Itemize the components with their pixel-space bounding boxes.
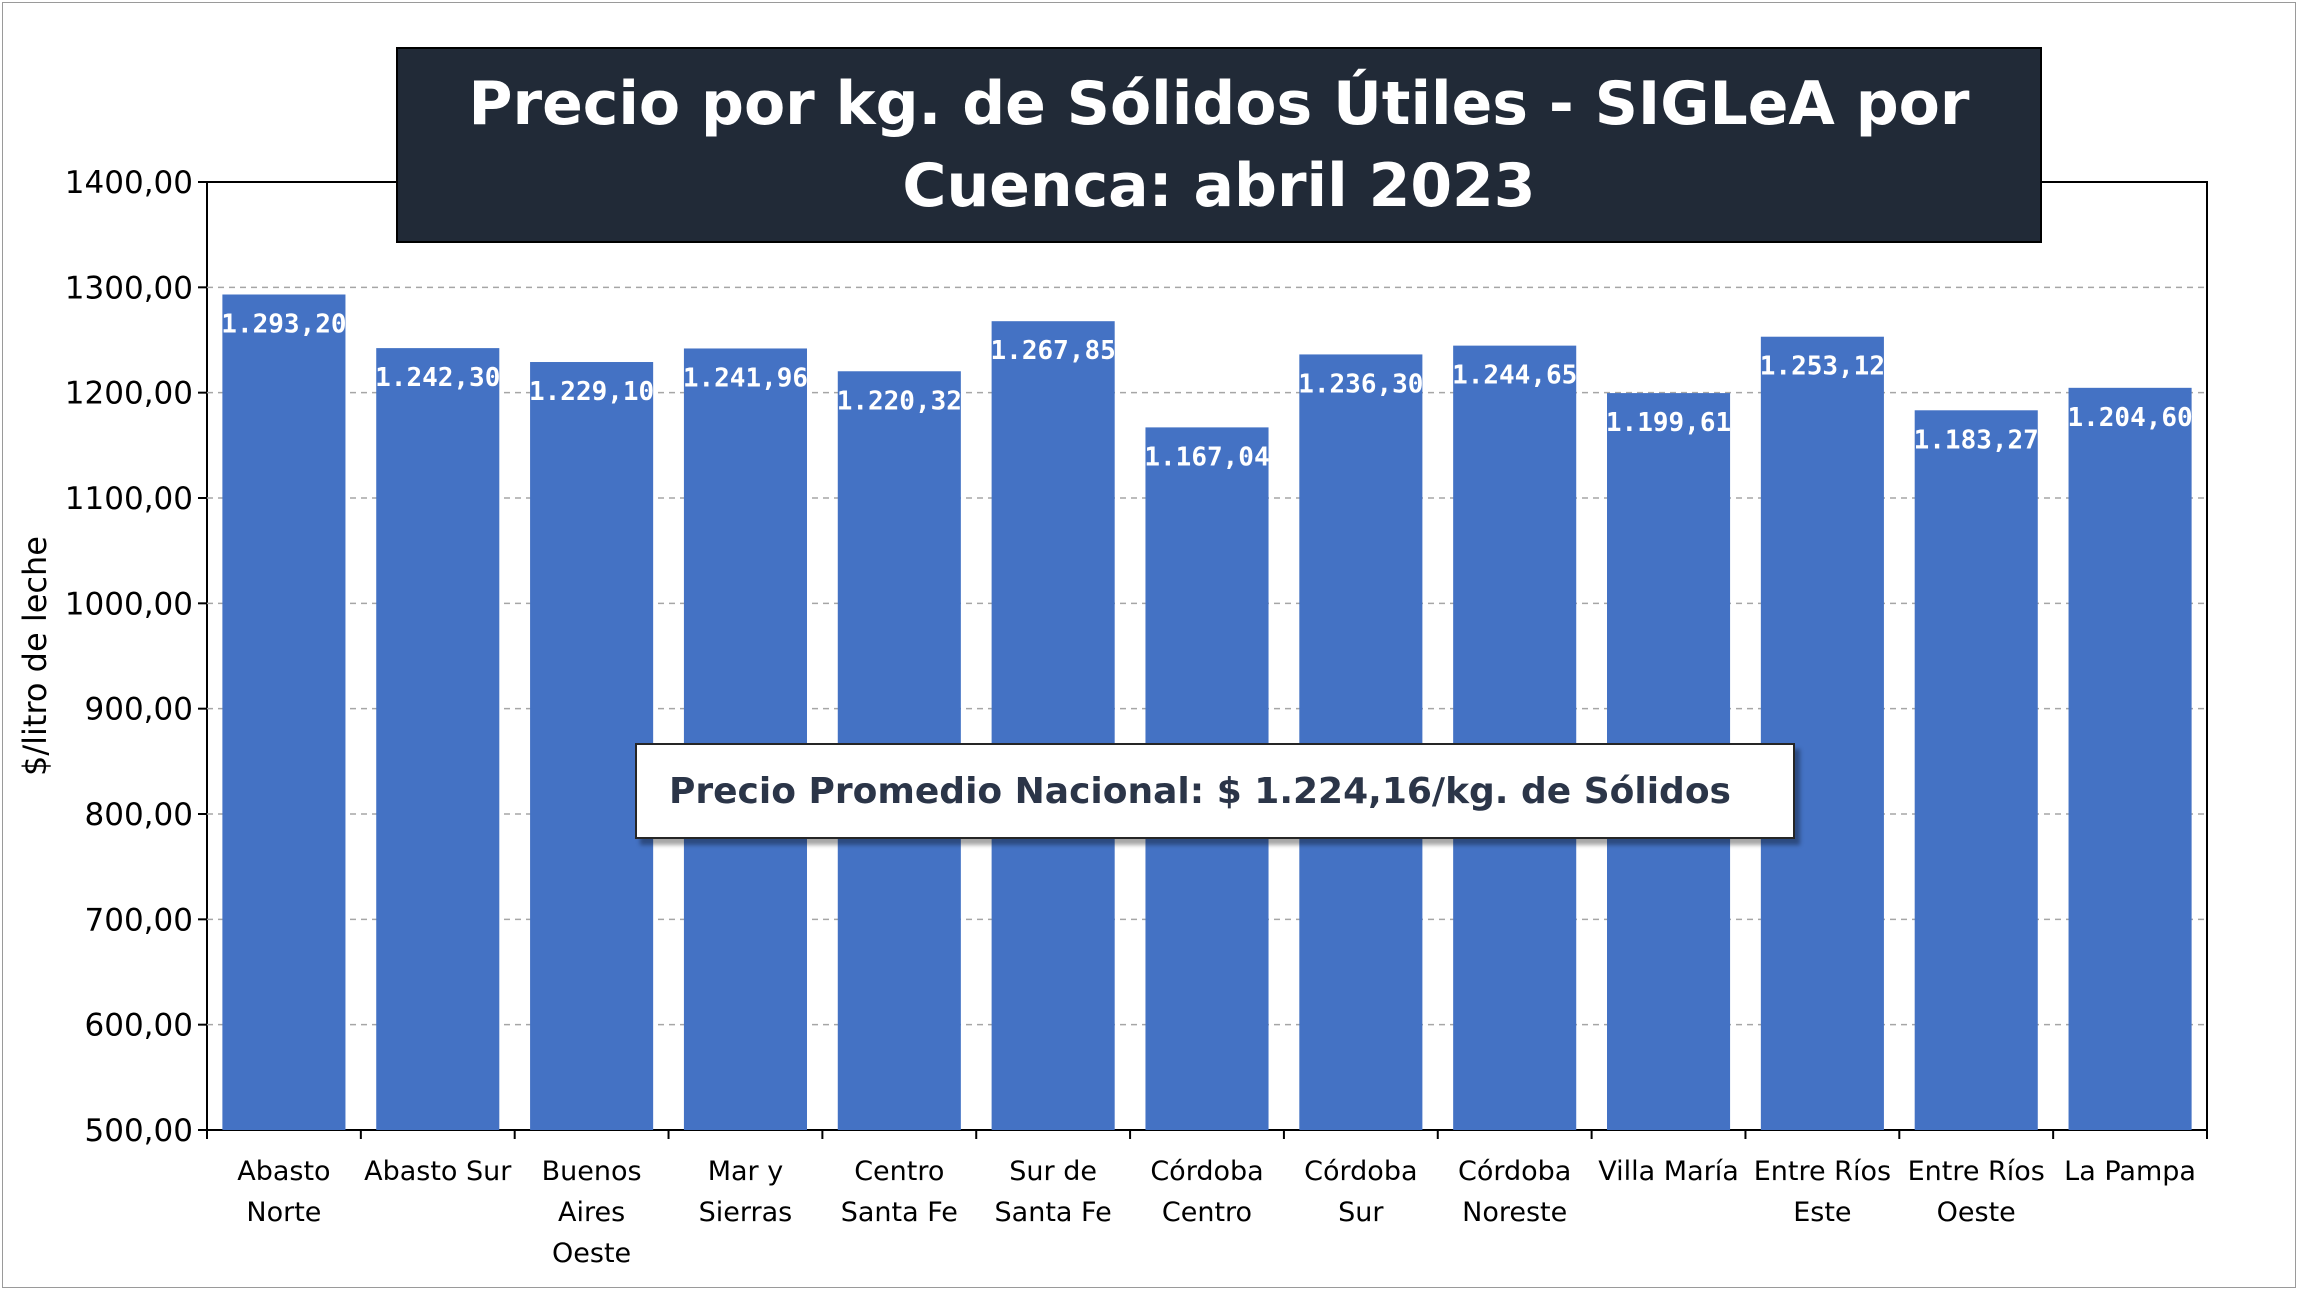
data-label: 1.242,30 — [375, 363, 500, 393]
category-label: Oeste — [552, 1238, 631, 1269]
bar — [683, 348, 807, 1130]
data-label: 1.199,61 — [1606, 408, 1731, 438]
category-label: Norte — [246, 1197, 321, 1228]
category-label: Sur de — [1009, 1156, 1097, 1187]
category-label: Aires — [558, 1197, 625, 1228]
category-label: Este — [1793, 1197, 1851, 1228]
category-label: Entre Ríos — [1754, 1156, 1891, 1187]
y-axis-ticks: 500,00 600,00 700,00 800,00 900,00 1000,00 110… — [65, 165, 207, 1149]
category-label: Abasto Sur — [364, 1156, 512, 1187]
bar — [1299, 354, 1423, 1130]
y-tick-label: 600,00 — [85, 1008, 193, 1044]
data-label: 1.267,85 — [991, 336, 1116, 366]
bar — [222, 294, 346, 1131]
chart-title: Precio por kg. de Sólidos Útiles - SIGLe… — [468, 69, 1970, 221]
data-labels: 1.293,20 1.242,30 1.229,10 1.241,96 1.220,32… — [221, 309, 2192, 472]
category-label: Abasto — [237, 1156, 330, 1187]
data-label: 1.204,60 — [2067, 403, 2192, 433]
category-label: Córdoba — [1304, 1156, 1417, 1187]
chart-title-box: Precio por kg. de Sólidos Útiles - SIGLe… — [396, 47, 2042, 243]
category-label: Mar y — [708, 1156, 784, 1187]
y-axis-title: $/litro de leche — [16, 536, 54, 776]
data-label: 1.241,96 — [683, 363, 808, 393]
national-average-callout: Precio Promedio Nacional: $ 1.224,16/kg.… — [635, 743, 1795, 839]
category-label: Centro — [1162, 1197, 1252, 1228]
category-label: Córdoba — [1458, 1156, 1571, 1187]
y-tick-label: 800,00 — [85, 797, 193, 833]
data-label: 1.244,65 — [1452, 361, 1577, 391]
national-average-text: Precio Promedio Nacional: $ 1.224,16/kg.… — [669, 770, 1731, 812]
y-tick-label: 1000,00 — [65, 586, 193, 622]
bars — [222, 294, 2192, 1131]
category-label: Santa Fe — [841, 1197, 958, 1228]
y-tick-label: 1100,00 — [65, 481, 193, 517]
y-tick-label: 500,00 — [85, 1113, 193, 1149]
data-label: 1.220,32 — [837, 386, 962, 416]
data-label: 1.236,30 — [1298, 369, 1423, 399]
y-tick-label: 1300,00 — [65, 270, 193, 306]
bar — [530, 362, 654, 1131]
category-label: Sur — [1338, 1197, 1384, 1228]
bar — [1760, 336, 1884, 1130]
category-label: Centro — [854, 1156, 944, 1187]
category-label: La Pampa — [2064, 1156, 2196, 1187]
category-label: Oeste — [1937, 1197, 2016, 1228]
category-label: Santa Fe — [995, 1197, 1112, 1228]
y-tick-label: 1200,00 — [65, 376, 193, 412]
category-label: Buenos — [542, 1156, 642, 1187]
bar — [991, 321, 1115, 1130]
bar — [1453, 345, 1577, 1130]
category-label: Sierras — [699, 1197, 793, 1228]
data-label: 1.293,20 — [221, 309, 346, 339]
y-tick-label: 900,00 — [85, 692, 193, 728]
data-label: 1.183,27 — [1914, 425, 2039, 455]
category-label: Córdoba — [1150, 1156, 1263, 1187]
category-labels: Abasto Norte Abasto Sur Buenos Aires Oeste Mar… — [237, 1156, 2196, 1269]
data-label: 1.167,04 — [1144, 442, 1269, 472]
category-label: Entre Ríos — [1908, 1156, 2045, 1187]
bar — [1914, 410, 2038, 1130]
y-tick-label: 1400,00 — [65, 165, 193, 201]
bar — [2068, 387, 2192, 1131]
data-label: 1.253,12 — [1760, 352, 1885, 382]
category-label: Villa María — [1598, 1156, 1739, 1187]
data-label: 1.229,10 — [529, 377, 654, 407]
x-axis-ticks — [206, 1130, 2208, 1139]
y-tick-label: 700,00 — [85, 902, 193, 938]
category-label: Noreste — [1462, 1197, 1567, 1228]
bar — [376, 348, 500, 1130]
